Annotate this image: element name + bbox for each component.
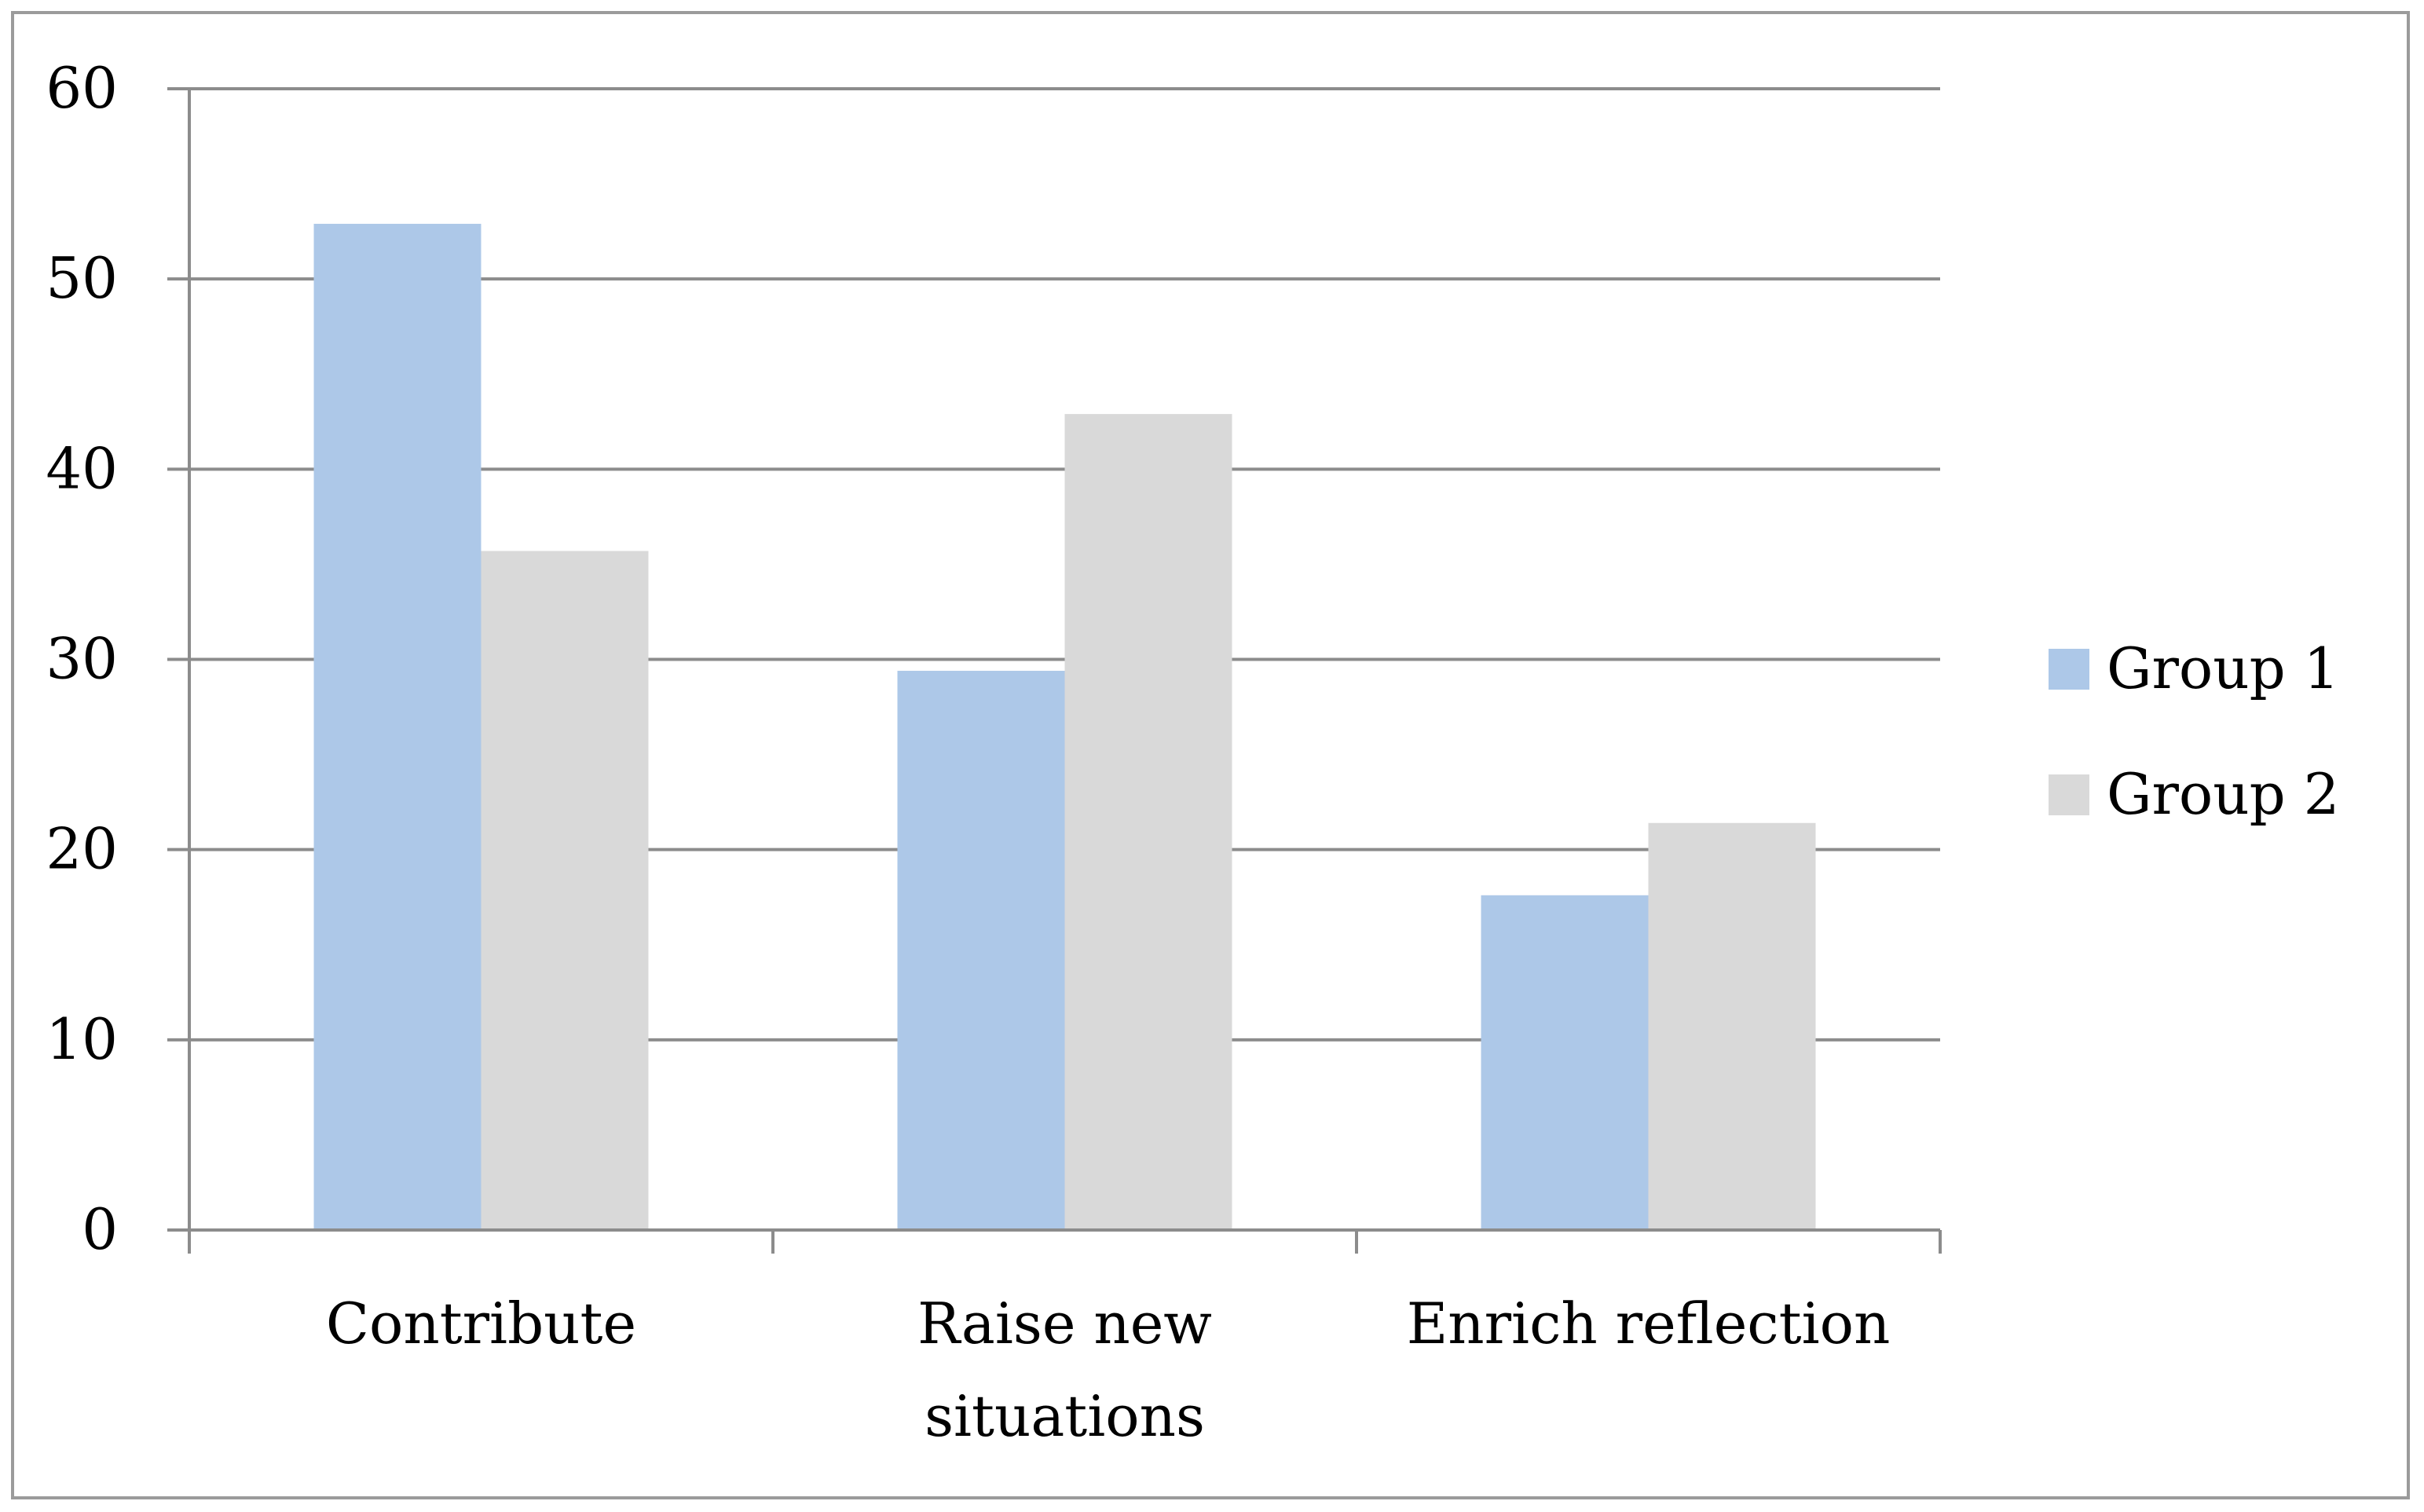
bar-1-1 bbox=[313, 223, 482, 1230]
x-category-label: Raise new situations bbox=[917, 1291, 1212, 1449]
legend: Group 1 Group 2 bbox=[2049, 635, 2339, 827]
y-tick-label: 20 bbox=[46, 816, 118, 882]
y-tick-label: 30 bbox=[46, 626, 118, 692]
bar-2-1 bbox=[481, 551, 649, 1230]
y-tick-label: 0 bbox=[82, 1196, 118, 1262]
bar-1-2 bbox=[897, 671, 1065, 1230]
y-tick-label: 50 bbox=[46, 245, 118, 311]
y-tick-labels: 0 10 20 30 40 50 60 bbox=[46, 55, 118, 1262]
legend-label-2: Group 2 bbox=[2107, 761, 2339, 827]
y-tick-label: 10 bbox=[46, 1006, 118, 1072]
legend-swatch-2 bbox=[2049, 774, 2089, 815]
legend-label-1: Group 1 bbox=[2107, 635, 2339, 701]
x-category-label: Enrich reflection bbox=[1407, 1291, 1891, 1356]
bar-1-3 bbox=[1481, 895, 1649, 1230]
y-tick-label: 40 bbox=[46, 435, 118, 501]
bars bbox=[313, 223, 1816, 1230]
y-tick-label: 60 bbox=[46, 55, 118, 121]
x-category-labels: Contribute Raise new situations Enrich refl… bbox=[326, 1291, 1890, 1449]
bar-2-3 bbox=[1648, 822, 1816, 1230]
x-category-label: Contribute bbox=[326, 1291, 636, 1356]
axes bbox=[167, 87, 1942, 1254]
legend-swatch-1 bbox=[2049, 649, 2089, 690]
bar-2-2 bbox=[1064, 414, 1232, 1230]
